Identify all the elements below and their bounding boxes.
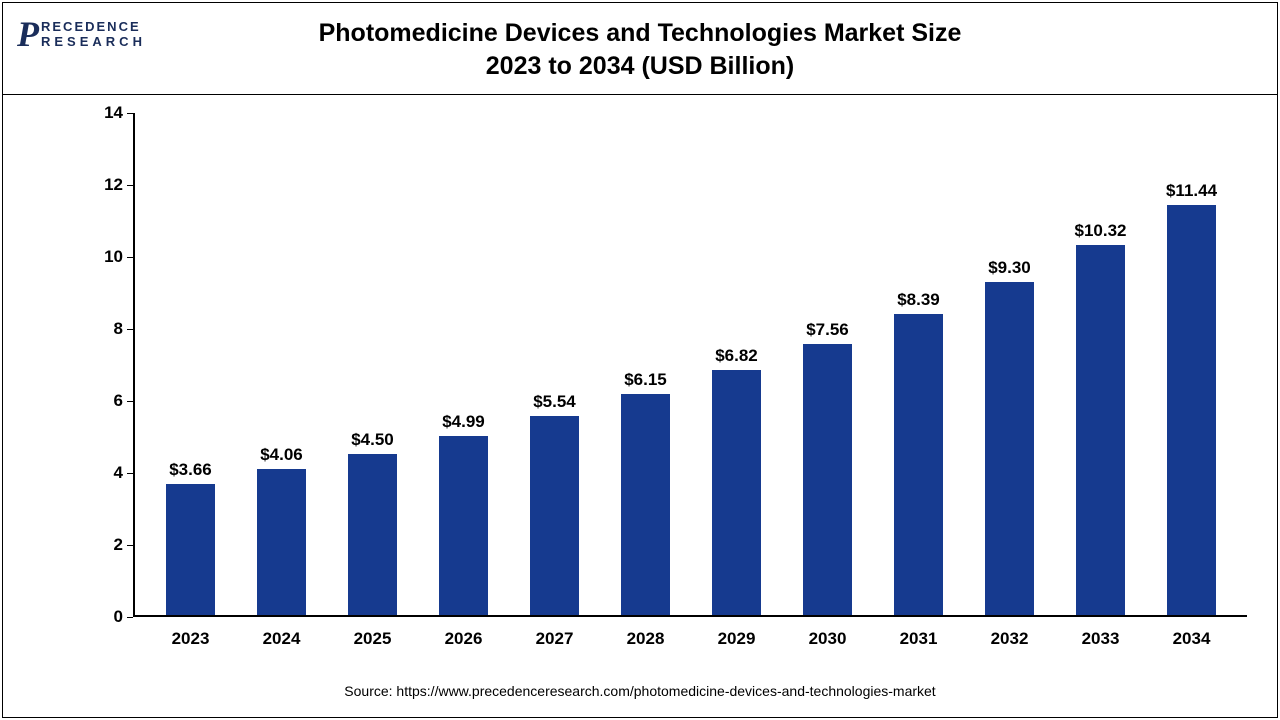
bar-wrapper: $4.992026: [418, 113, 509, 615]
y-tick-label: 6: [114, 391, 123, 411]
chart-area: 02468101214 $3.662023$4.062024$4.502025$…: [83, 113, 1247, 637]
x-category-label: 2032: [991, 629, 1029, 649]
brand-logo: P RECEDENCE RESEARCH: [17, 13, 146, 55]
bar: [894, 314, 943, 615]
bar-value-label: $4.50: [351, 430, 394, 450]
logo-text: RECEDENCE RESEARCH: [41, 19, 146, 49]
bar: [348, 454, 397, 615]
bar: [166, 484, 215, 615]
x-category-label: 2031: [900, 629, 938, 649]
bar-wrapper: $4.062024: [236, 113, 327, 615]
bar: [530, 416, 579, 615]
bar: [1167, 205, 1216, 615]
x-category-label: 2030: [809, 629, 847, 649]
y-tick-label: 12: [104, 175, 123, 195]
y-tick-label: 0: [114, 607, 123, 627]
bar-value-label: $5.54: [533, 392, 576, 412]
x-category-label: 2025: [354, 629, 392, 649]
x-category-label: 2028: [627, 629, 665, 649]
logo-brand-bottom: RESEARCH: [41, 34, 146, 49]
bar-wrapper: $8.392031: [873, 113, 964, 615]
bar-value-label: $8.39: [897, 290, 940, 310]
chart-frame: P RECEDENCE RESEARCH Photomedicine Devic…: [2, 2, 1278, 718]
bar: [1076, 245, 1125, 615]
bar: [621, 394, 670, 615]
x-category-label: 2023: [172, 629, 210, 649]
x-category-label: 2033: [1082, 629, 1120, 649]
x-category-label: 2024: [263, 629, 301, 649]
bar-value-label: $7.56: [806, 320, 849, 340]
bar-wrapper: $7.562030: [782, 113, 873, 615]
logo-brand-top: RECEDENCE: [41, 19, 146, 34]
bar-value-label: $9.30: [988, 258, 1031, 278]
bar-value-label: $6.15: [624, 370, 667, 390]
x-category-label: 2027: [536, 629, 574, 649]
bar-value-label: $3.66: [169, 460, 212, 480]
y-tick-label: 4: [114, 463, 123, 483]
source-text: Source: https://www.precedenceresearch.c…: [344, 683, 935, 699]
y-tick-label: 14: [104, 103, 123, 123]
chart-title: Photomedicine Devices and Technologies M…: [190, 17, 1090, 82]
bar-value-label: $10.32: [1075, 221, 1127, 241]
bar-wrapper: $5.542027: [509, 113, 600, 615]
bar-wrapper: $11.442034: [1146, 113, 1237, 615]
x-category-label: 2026: [445, 629, 483, 649]
bar: [712, 370, 761, 615]
logo-p-icon: P: [17, 13, 37, 55]
bar-value-label: $6.82: [715, 346, 758, 366]
bar-wrapper: $6.822029: [691, 113, 782, 615]
x-category-label: 2029: [718, 629, 756, 649]
bar-value-label: $4.06: [260, 445, 303, 465]
bar-wrapper: $10.322033: [1055, 113, 1146, 615]
bar-value-label: $4.99: [442, 412, 485, 432]
bar: [257, 469, 306, 615]
bar: [439, 436, 488, 615]
y-tick-mark: [127, 617, 133, 618]
y-tick-label: 10: [104, 247, 123, 267]
plot-area: $3.662023$4.062024$4.502025$4.992026$5.5…: [133, 113, 1247, 617]
y-axis: 02468101214: [83, 113, 133, 617]
bar-wrapper: $3.662023: [145, 113, 236, 615]
bar: [985, 282, 1034, 615]
y-tick-label: 8: [114, 319, 123, 339]
bar-wrapper: $9.302032: [964, 113, 1055, 615]
bar-value-label: $11.44: [1166, 181, 1217, 201]
bars-container: $3.662023$4.062024$4.502025$4.992026$5.5…: [135, 113, 1247, 615]
bar-wrapper: $6.152028: [600, 113, 691, 615]
header-area: P RECEDENCE RESEARCH Photomedicine Devic…: [3, 3, 1277, 95]
x-category-label: 2034: [1173, 629, 1211, 649]
y-tick-label: 2: [114, 535, 123, 555]
chart-title-line1: Photomedicine Devices and Technologies M…: [319, 19, 962, 47]
bar-wrapper: $4.502025: [327, 113, 418, 615]
bar: [803, 344, 852, 615]
chart-title-line2: 2023 to 2034 (USD Billion): [486, 52, 794, 80]
